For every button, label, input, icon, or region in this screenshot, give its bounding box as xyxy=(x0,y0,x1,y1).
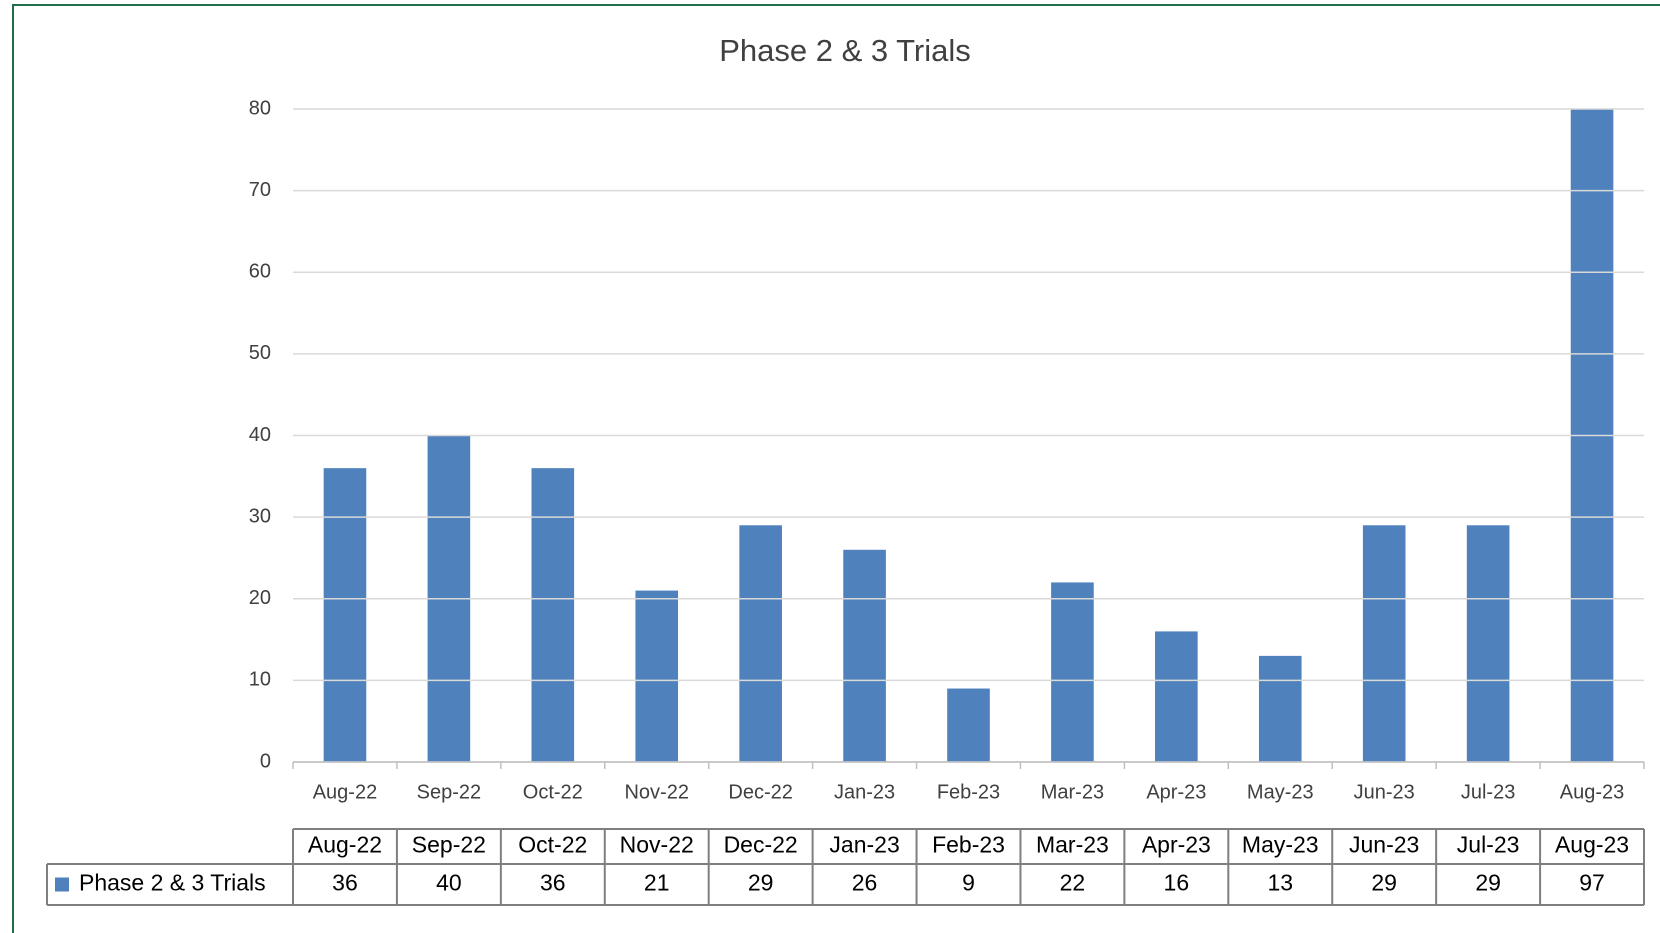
y-tick-label: 10 xyxy=(249,669,271,691)
table-header: Nov-22 xyxy=(620,832,694,858)
table-value: 29 xyxy=(748,870,774,896)
bar xyxy=(531,468,575,762)
table-value: 16 xyxy=(1164,870,1190,896)
x-tick-label: Mar-23 xyxy=(1041,781,1104,803)
table-value: 26 xyxy=(852,870,878,896)
x-tick-label: Sep-22 xyxy=(417,781,482,803)
bar xyxy=(947,688,990,762)
y-tick-label: 0 xyxy=(260,750,271,772)
table-header: Apr-23 xyxy=(1142,832,1211,858)
bar xyxy=(1466,525,1510,762)
table-value: 36 xyxy=(332,870,358,896)
x-tick-label: Oct-22 xyxy=(523,781,583,803)
table-header: Aug-22 xyxy=(308,832,382,858)
x-tick-label: Nov-22 xyxy=(624,781,688,803)
bar xyxy=(635,590,679,762)
table-value: 29 xyxy=(1475,870,1501,896)
legend-label: Phase 2 & 3 Trials xyxy=(79,870,266,896)
bar xyxy=(1258,655,1302,762)
y-tick-label: 20 xyxy=(249,587,271,609)
x-tick-label: May-23 xyxy=(1247,781,1314,803)
table-header: Mar-23 xyxy=(1036,832,1109,858)
table-value: 97 xyxy=(1579,870,1605,896)
bar xyxy=(1155,631,1198,762)
y-tick-label: 40 xyxy=(249,424,271,446)
y-tick-label: 80 xyxy=(249,97,271,119)
table-value: 13 xyxy=(1267,870,1293,896)
y-tick-label: 70 xyxy=(249,179,271,201)
table-header: Aug-23 xyxy=(1555,832,1629,858)
x-tick-label: Jul-23 xyxy=(1461,781,1515,803)
x-tick-label: Feb-23 xyxy=(937,781,1000,803)
table-value: 9 xyxy=(962,870,975,896)
table-value: 22 xyxy=(1060,870,1086,896)
table-header: Sep-22 xyxy=(412,832,486,858)
x-tick-label: Dec-22 xyxy=(728,781,792,803)
bar xyxy=(323,468,367,762)
y-tick-label: 50 xyxy=(249,342,271,364)
table-header: Dec-22 xyxy=(724,832,798,858)
table-header: May-23 xyxy=(1242,832,1319,858)
bar xyxy=(739,525,782,762)
x-tick-label: Jan-23 xyxy=(834,781,895,803)
table-value: 40 xyxy=(436,870,462,896)
bar xyxy=(1362,525,1406,762)
bar xyxy=(843,549,886,762)
table-value: 29 xyxy=(1371,870,1397,896)
x-tick-label: Apr-23 xyxy=(1146,781,1206,803)
y-tick-label: 30 xyxy=(249,505,271,527)
chart-title: Phase 2 & 3 Trials xyxy=(719,33,971,68)
table-header: Oct-22 xyxy=(518,832,587,858)
chart-frame xyxy=(12,4,1660,933)
x-tick-label: Aug-22 xyxy=(313,781,378,803)
y-tick-label: 60 xyxy=(249,261,271,283)
bar-group xyxy=(323,109,1614,762)
table-value: 21 xyxy=(644,870,670,896)
x-tick-label: Jun-23 xyxy=(1354,781,1415,803)
x-tick-label: Aug-23 xyxy=(1560,781,1625,803)
bar xyxy=(1570,109,1614,762)
bar xyxy=(1051,582,1094,762)
legend-swatch xyxy=(55,877,69,892)
table-value: 36 xyxy=(540,870,566,896)
table-header: Jul-23 xyxy=(1457,832,1520,858)
table-header: Jun-23 xyxy=(1349,832,1419,858)
table-header: Jan-23 xyxy=(829,832,899,858)
table-header: Feb-23 xyxy=(932,832,1005,858)
